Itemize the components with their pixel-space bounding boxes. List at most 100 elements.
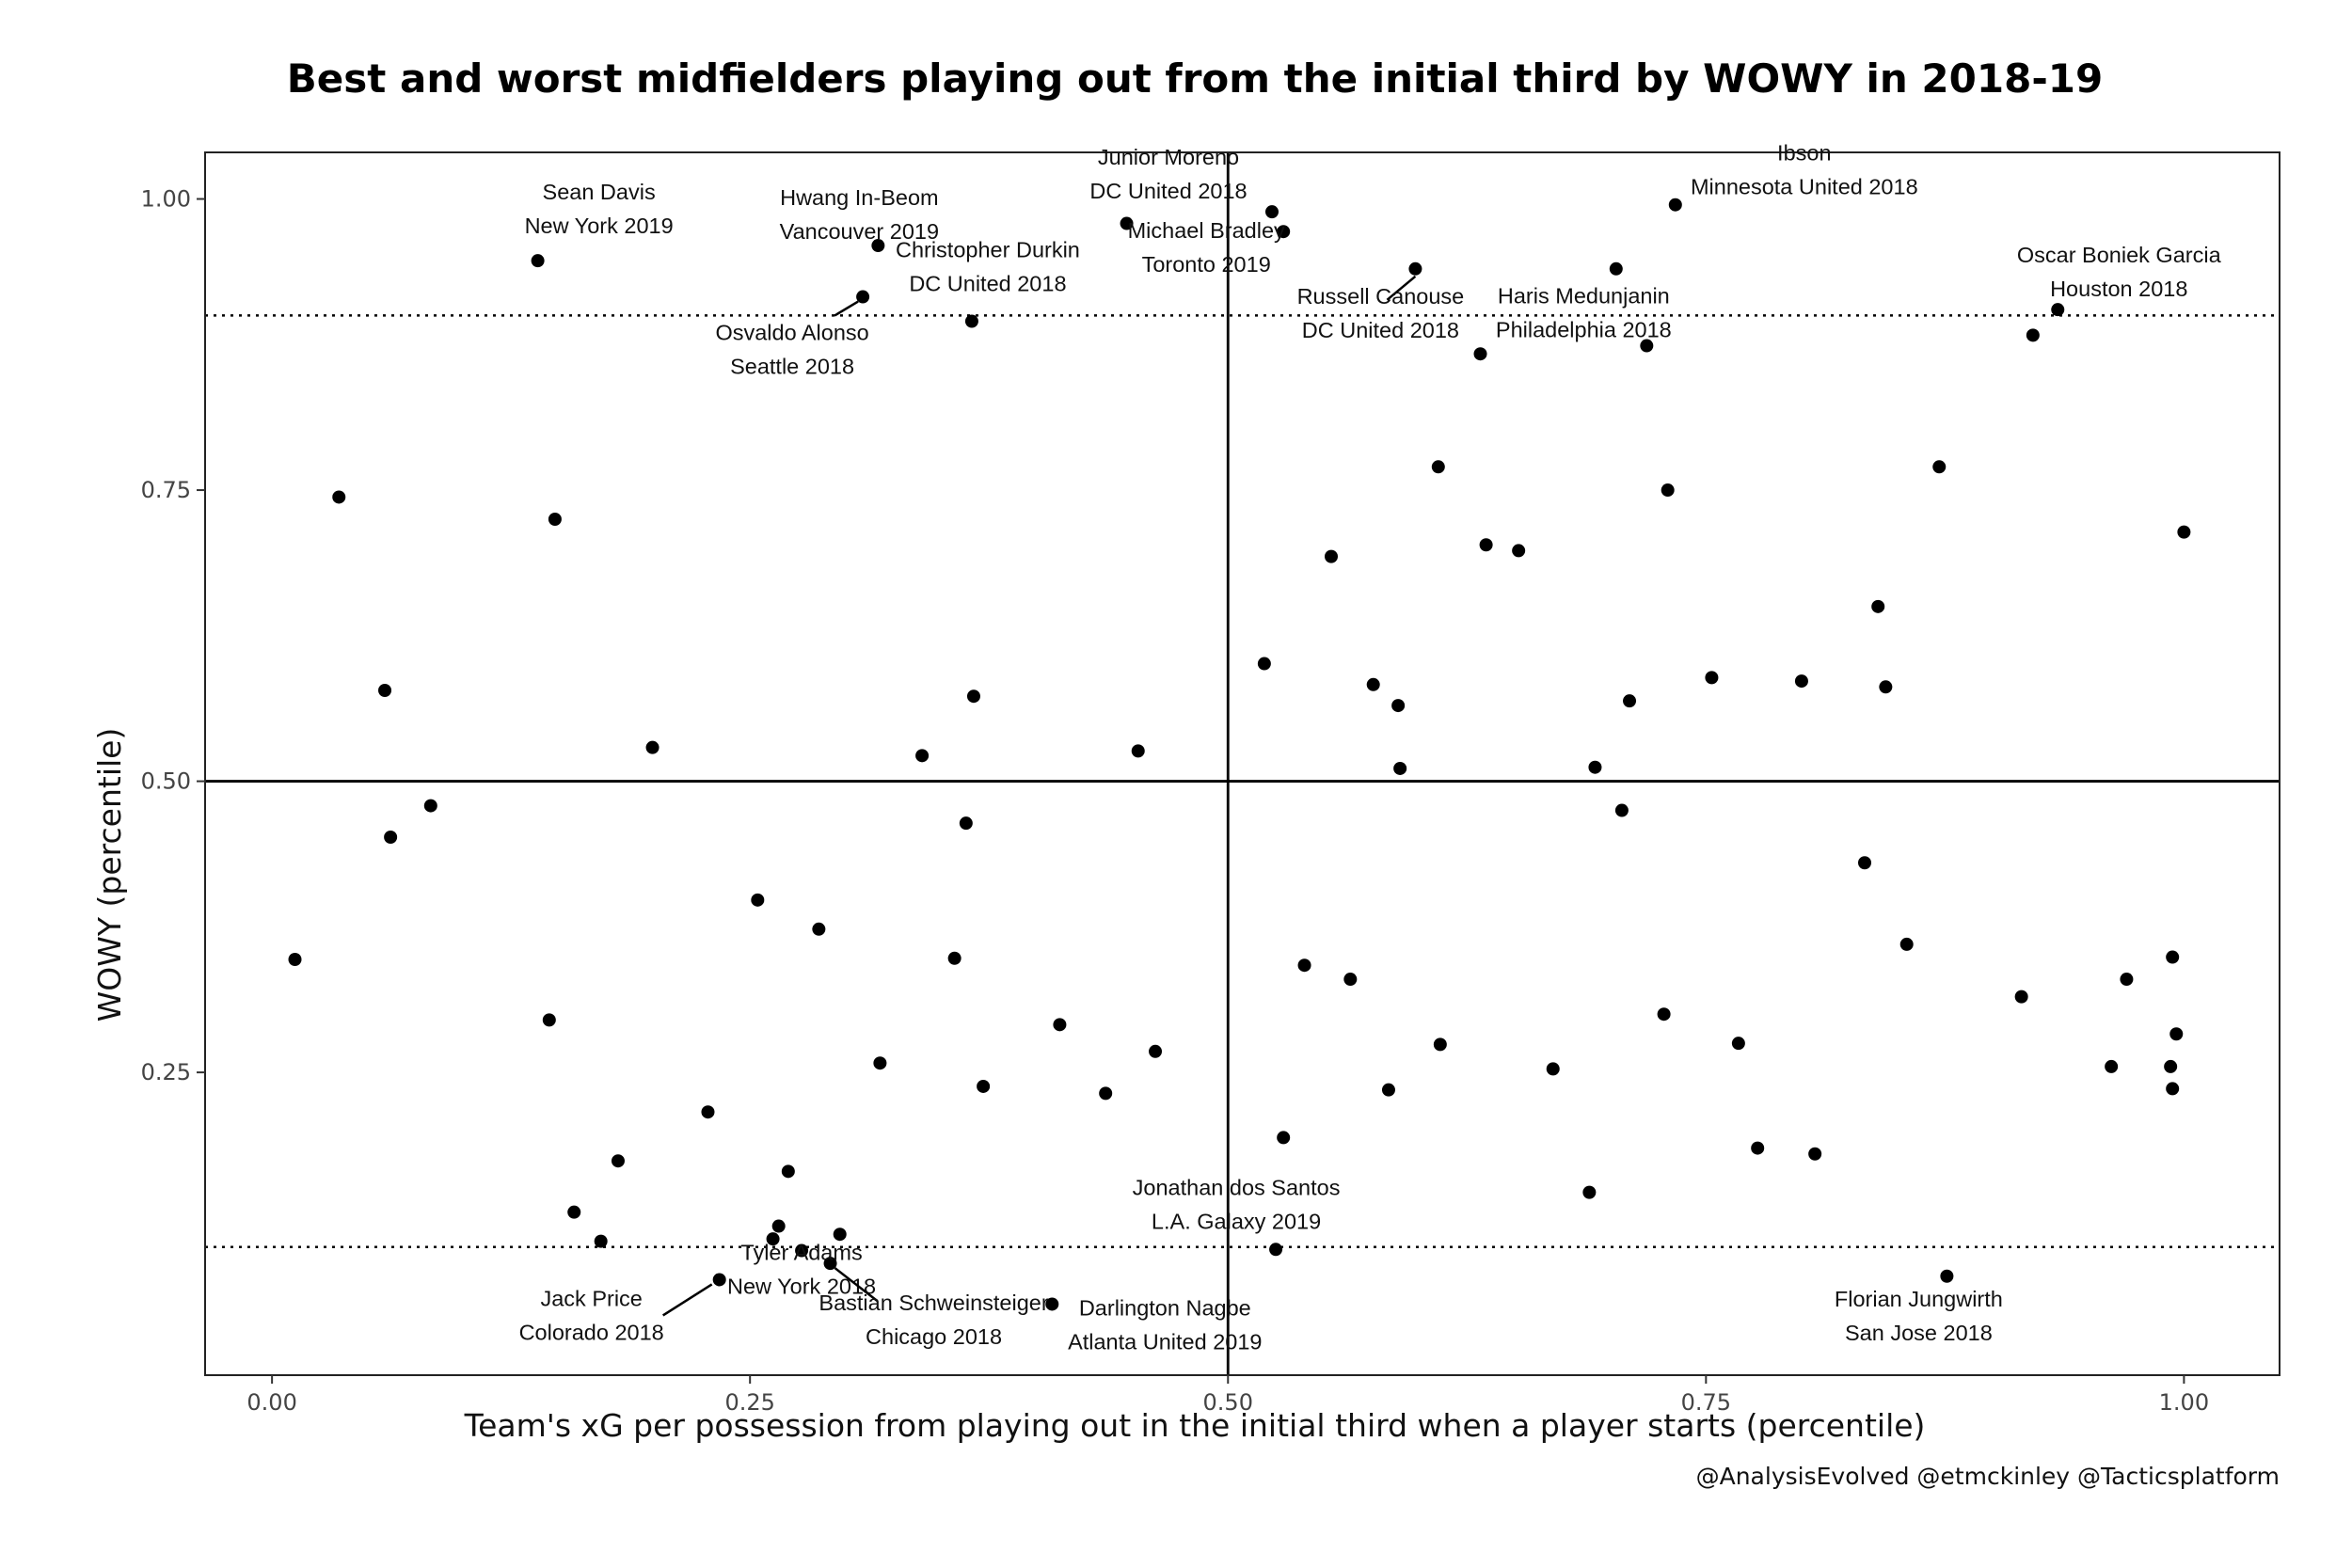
data-point — [1433, 1037, 1447, 1052]
data-point — [766, 1232, 780, 1246]
data-point — [611, 1154, 625, 1168]
data-point — [873, 1056, 887, 1070]
annotation-player-name: Junior Moreno — [1098, 145, 1239, 169]
data-point — [1879, 680, 1893, 694]
data-point — [1751, 1141, 1765, 1155]
x-tick-label: 0.50 — [1203, 1389, 1253, 1416]
data-point — [871, 239, 885, 253]
data-point — [2120, 973, 2134, 987]
data-point — [771, 1219, 786, 1233]
data-point — [2026, 328, 2040, 342]
annotation-leader-line — [834, 300, 859, 317]
annotation-team-season: Seattle 2018 — [730, 355, 854, 379]
data-point — [1120, 216, 1134, 230]
annotation-player-name: Sean Davis — [543, 180, 656, 204]
data-point — [1381, 1083, 1395, 1097]
annotation-leader-line — [662, 1283, 713, 1317]
data-point — [2164, 1059, 2178, 1073]
annotation-player-name: Christopher Durkin — [896, 238, 1080, 262]
data-point — [645, 740, 660, 754]
annotation-team-season: New York 2019 — [525, 214, 674, 238]
chart-caption: @AnalysisEvolved @etmckinley @Tacticspla… — [1696, 1463, 2280, 1490]
data-point — [531, 254, 545, 268]
data-point — [1099, 1086, 1113, 1101]
data-point — [1705, 671, 1719, 685]
plot-border — [204, 151, 2280, 1376]
data-point — [288, 953, 302, 966]
data-point — [594, 1234, 608, 1248]
x-axis-title: Team's xG per possession from playing ou… — [464, 1407, 1926, 1444]
data-point — [1668, 198, 1682, 212]
annotation-team-season: New York 2018 — [727, 1275, 876, 1299]
data-point — [1053, 1018, 1067, 1032]
annotation-player-name: Haris Medunjanin — [1498, 284, 1670, 309]
data-point — [1149, 1044, 1163, 1058]
data-point — [833, 1227, 847, 1242]
data-point — [1366, 677, 1380, 691]
annotation-team-season: DC United 2018 — [1302, 318, 1459, 342]
data-point — [548, 513, 562, 526]
data-point — [1640, 339, 1654, 353]
data-point — [1408, 261, 1422, 276]
data-point — [567, 1205, 581, 1219]
annotation-team-season: San Jose 2018 — [1845, 1321, 1993, 1345]
data-point — [1277, 225, 1291, 239]
data-point — [959, 816, 973, 831]
data-point — [1932, 460, 1947, 474]
data-point — [1265, 205, 1279, 219]
annotation-team-season: DC United 2018 — [1089, 179, 1247, 203]
data-point — [823, 1257, 837, 1271]
annotation-player-name: Jonathan dos Santos — [1133, 1175, 1341, 1199]
data-point — [712, 1273, 726, 1287]
data-point — [1325, 549, 1338, 563]
data-point — [1546, 1062, 1560, 1076]
data-point — [1808, 1147, 1822, 1161]
data-point — [1731, 1037, 1745, 1051]
data-point — [1045, 1297, 1059, 1311]
annotation-player-name: Oscar Boniek Garcia — [2017, 243, 2222, 267]
annotation-team-season: Colorado 2018 — [519, 1320, 664, 1344]
annotation-team-season: Vancouver 2019 — [780, 219, 939, 244]
data-point — [2105, 1059, 2119, 1073]
data-point — [1582, 1185, 1597, 1199]
y-axis-title: WOWY (percentile) — [91, 728, 128, 1022]
data-point — [2177, 525, 2191, 539]
annotation-leader-line — [1386, 275, 1417, 301]
x-tick-label: 0.75 — [1681, 1389, 1731, 1416]
annotation-player-name: Osvaldo Alonso — [715, 321, 868, 345]
data-point — [2166, 1082, 2180, 1096]
data-point — [2166, 950, 2180, 964]
data-point — [542, 1013, 556, 1027]
annotation-leader-line — [834, 1267, 879, 1303]
data-point — [1609, 261, 1623, 276]
data-point — [1257, 657, 1271, 671]
annotation-team-season: Atlanta United 2019 — [1068, 1329, 1262, 1354]
data-point — [856, 290, 870, 304]
y-tick-label: 0.75 — [141, 477, 191, 503]
data-point — [1588, 760, 1602, 774]
data-point — [1623, 694, 1637, 708]
annotation-player-name: Bastian Schweinsteiger — [818, 1291, 1048, 1315]
data-point — [977, 1079, 991, 1093]
chart-title: Best and worst midfielders playing out f… — [287, 55, 2103, 102]
data-point — [781, 1164, 795, 1179]
annotation-player-name: Russell Canouse — [1297, 284, 1465, 309]
data-point — [1473, 347, 1487, 361]
annotation-player-name: Darlington Nagbe — [1079, 1295, 1251, 1320]
data-point — [1269, 1243, 1283, 1257]
data-point — [1393, 761, 1407, 775]
plot-area: 0.00 0.25 0.50 0.75 1.00 0.25 0.50 0.75 1.00 Sean… — [141, 141, 2280, 1416]
data-point — [332, 490, 346, 504]
annotation-team-season: L.A. Galaxy 2019 — [1152, 1209, 1321, 1233]
data-point — [1657, 1007, 1671, 1022]
data-point — [384, 831, 398, 844]
data-point — [1297, 958, 1311, 973]
annotation-player-name: Michael Bradley — [1128, 218, 1285, 243]
data-point — [2014, 990, 2028, 1004]
data-point — [795, 1243, 809, 1258]
data-point — [1479, 538, 1493, 552]
data-point — [1940, 1269, 1954, 1283]
x-tick-label: 0.00 — [246, 1389, 296, 1416]
x-tick-label: 1.00 — [2159, 1389, 2209, 1416]
